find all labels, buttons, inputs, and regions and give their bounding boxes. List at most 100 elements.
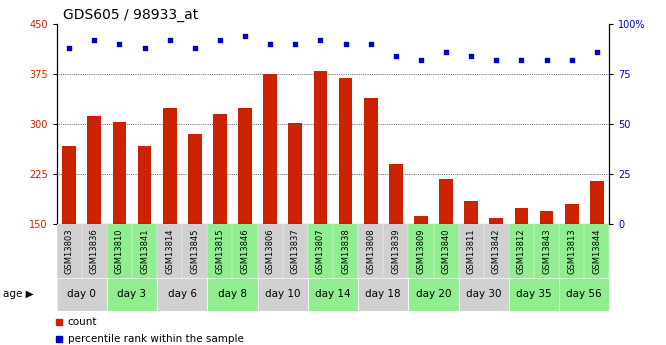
Text: GSM13815: GSM13815 bbox=[215, 228, 224, 274]
Point bbox=[64, 46, 75, 51]
Bar bbox=[207, 224, 258, 278]
Point bbox=[315, 37, 326, 43]
Point bbox=[541, 57, 552, 63]
Bar bbox=[408, 278, 459, 310]
Bar bbox=[464, 201, 478, 224]
Text: GSM13803: GSM13803 bbox=[65, 228, 74, 274]
Bar bbox=[62, 146, 76, 224]
Point bbox=[214, 37, 225, 43]
Bar bbox=[258, 224, 308, 278]
Text: GSM13840: GSM13840 bbox=[442, 228, 451, 274]
Text: GSM13813: GSM13813 bbox=[567, 228, 576, 274]
Bar bbox=[308, 224, 358, 278]
Bar bbox=[188, 134, 202, 224]
Text: day 30: day 30 bbox=[466, 289, 501, 299]
Bar bbox=[263, 74, 277, 224]
Point bbox=[165, 37, 175, 43]
Text: GSM13841: GSM13841 bbox=[140, 228, 149, 274]
Text: GSM13844: GSM13844 bbox=[592, 228, 601, 274]
Text: day 6: day 6 bbox=[168, 289, 196, 299]
Bar bbox=[87, 116, 101, 224]
Text: GSM13807: GSM13807 bbox=[316, 228, 325, 274]
Bar bbox=[459, 278, 509, 310]
Text: day 20: day 20 bbox=[416, 289, 452, 299]
Point bbox=[240, 33, 250, 39]
Text: day 8: day 8 bbox=[218, 289, 247, 299]
Bar bbox=[364, 98, 378, 224]
Bar bbox=[565, 204, 579, 224]
Bar bbox=[57, 278, 107, 310]
Bar bbox=[509, 278, 559, 310]
Point bbox=[466, 53, 477, 59]
Bar bbox=[408, 224, 459, 278]
Text: GSM13836: GSM13836 bbox=[90, 228, 99, 274]
Point bbox=[189, 46, 200, 51]
Point bbox=[340, 41, 351, 47]
Text: GSM13808: GSM13808 bbox=[366, 228, 375, 274]
Point bbox=[390, 53, 401, 59]
Text: age ▶: age ▶ bbox=[3, 289, 34, 299]
Text: GSM13806: GSM13806 bbox=[266, 228, 274, 274]
Bar bbox=[389, 164, 403, 224]
Point bbox=[516, 57, 527, 63]
Bar bbox=[258, 278, 308, 310]
Bar bbox=[207, 278, 258, 310]
Point bbox=[265, 41, 276, 47]
Point bbox=[566, 57, 577, 63]
Text: percentile rank within the sample: percentile rank within the sample bbox=[68, 334, 244, 344]
Text: day 0: day 0 bbox=[67, 289, 96, 299]
Point bbox=[139, 46, 150, 51]
Text: GSM13843: GSM13843 bbox=[542, 228, 551, 274]
Bar bbox=[358, 278, 408, 310]
Bar bbox=[539, 211, 553, 224]
Text: day 56: day 56 bbox=[567, 289, 602, 299]
Bar bbox=[57, 224, 107, 278]
Bar bbox=[509, 224, 559, 278]
Text: GSM13809: GSM13809 bbox=[416, 228, 426, 274]
Text: GSM13812: GSM13812 bbox=[517, 228, 526, 274]
Text: day 35: day 35 bbox=[516, 289, 552, 299]
Point bbox=[89, 37, 100, 43]
Point bbox=[491, 57, 501, 63]
Text: day 10: day 10 bbox=[265, 289, 300, 299]
Text: GSM13842: GSM13842 bbox=[492, 228, 501, 274]
Text: day 3: day 3 bbox=[117, 289, 147, 299]
Bar bbox=[288, 123, 302, 224]
Point bbox=[114, 41, 125, 47]
Text: day 14: day 14 bbox=[315, 289, 351, 299]
Text: GSM13846: GSM13846 bbox=[240, 228, 250, 274]
Bar bbox=[138, 146, 151, 224]
Bar bbox=[157, 224, 207, 278]
Text: GDS605 / 98933_at: GDS605 / 98933_at bbox=[63, 8, 198, 22]
Text: GSM13811: GSM13811 bbox=[467, 228, 476, 274]
Point bbox=[366, 41, 376, 47]
Bar bbox=[308, 278, 358, 310]
Bar bbox=[590, 181, 604, 224]
Bar bbox=[559, 224, 609, 278]
Bar bbox=[157, 278, 207, 310]
Bar bbox=[238, 108, 252, 224]
Bar bbox=[559, 278, 609, 310]
Text: GSM13814: GSM13814 bbox=[165, 228, 174, 274]
Bar bbox=[459, 224, 509, 278]
Point bbox=[416, 57, 426, 63]
Point bbox=[290, 41, 300, 47]
Text: GSM13837: GSM13837 bbox=[291, 228, 300, 274]
Bar bbox=[439, 179, 453, 224]
Bar bbox=[358, 224, 408, 278]
Text: GSM13839: GSM13839 bbox=[392, 228, 400, 274]
Bar bbox=[163, 108, 176, 224]
Text: day 18: day 18 bbox=[366, 289, 401, 299]
Bar bbox=[314, 71, 328, 224]
Bar bbox=[515, 208, 528, 224]
Bar bbox=[113, 121, 127, 224]
Text: GSM13845: GSM13845 bbox=[190, 228, 199, 274]
Bar bbox=[107, 278, 157, 310]
Bar bbox=[414, 216, 428, 224]
Text: GSM13810: GSM13810 bbox=[115, 228, 124, 274]
Point bbox=[441, 49, 452, 55]
Point bbox=[591, 49, 602, 55]
Text: GSM13838: GSM13838 bbox=[341, 228, 350, 274]
Bar bbox=[107, 224, 157, 278]
Bar bbox=[213, 114, 227, 224]
